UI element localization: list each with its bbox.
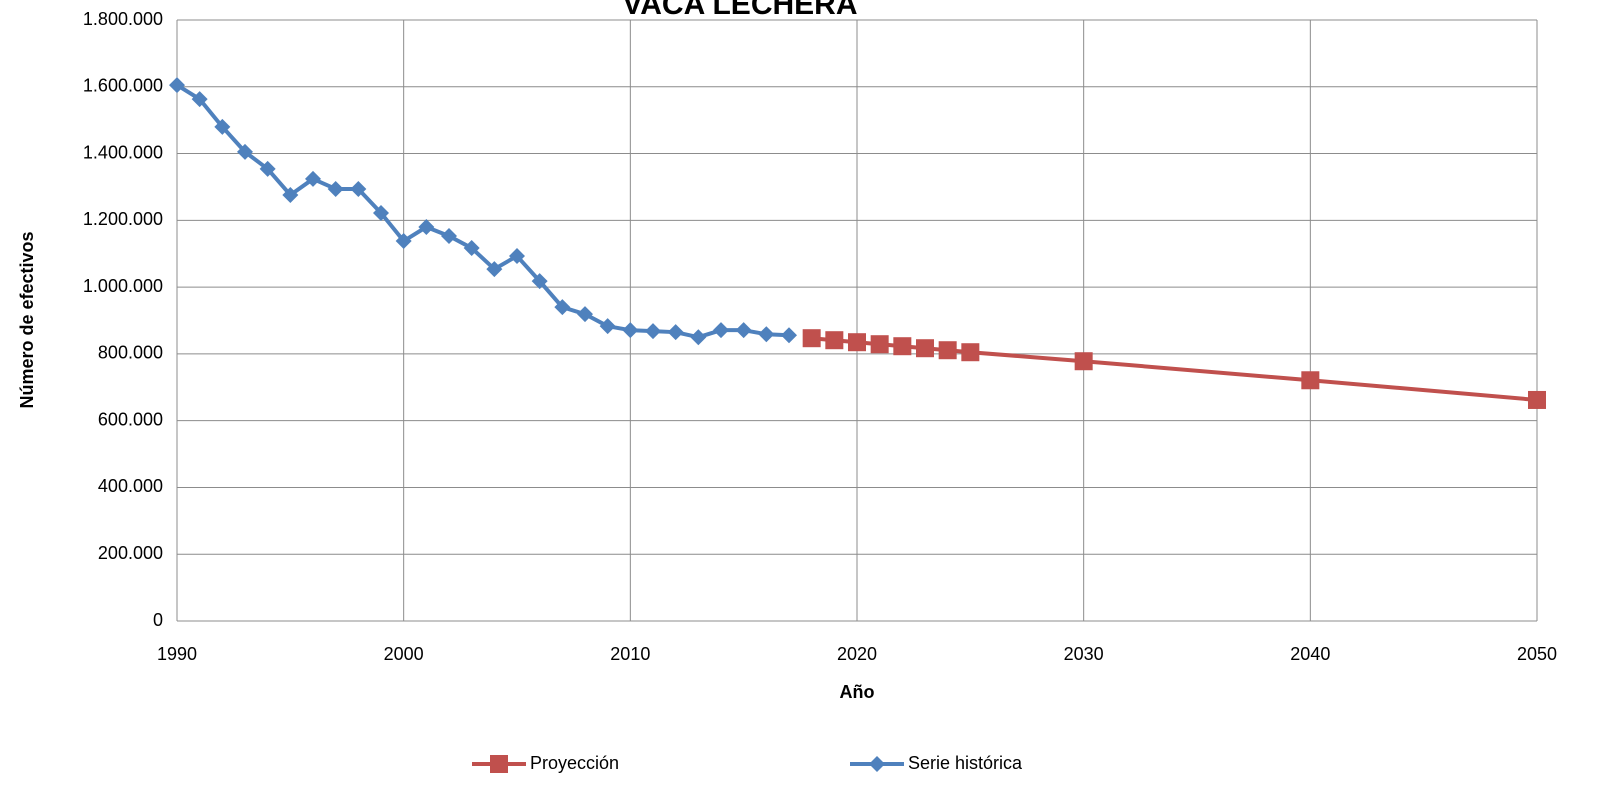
marker	[214, 118, 231, 135]
x-tick-label: 2030	[1064, 644, 1104, 664]
marker	[577, 306, 593, 323]
marker	[463, 240, 480, 257]
x-tick-label: 2000	[384, 644, 424, 664]
marker	[848, 333, 866, 352]
marker	[373, 204, 389, 221]
marker	[509, 248, 525, 265]
legend-marker	[869, 756, 885, 772]
y-tick-label: 1.000.000	[83, 276, 163, 296]
y-tick-label: 800.000	[98, 343, 163, 363]
y-tick-label: 400.000	[98, 476, 163, 496]
x-tick-label: 2040	[1290, 644, 1330, 664]
y-tick-label: 1.800.000	[83, 9, 163, 29]
marker	[645, 323, 661, 340]
chart-title: VACA LECHERA	[622, 0, 857, 21]
x-tick-label: 2050	[1517, 644, 1557, 664]
marker	[554, 299, 571, 316]
x-tick-label: 2020	[837, 644, 877, 664]
marker	[713, 322, 729, 339]
legend-marker	[490, 755, 508, 773]
marker	[259, 160, 276, 177]
marker	[305, 170, 321, 187]
marker	[1301, 371, 1320, 390]
x-tick-label: 1990	[157, 644, 197, 664]
marker	[531, 273, 548, 290]
marker	[418, 219, 435, 236]
marker	[327, 180, 344, 197]
marker	[938, 341, 957, 360]
y-tick-label: 1.400.000	[83, 142, 163, 162]
marker	[191, 91, 208, 108]
marker	[961, 343, 980, 362]
legend-label: Proyección	[530, 753, 619, 773]
y-tick-label: 0	[153, 610, 163, 630]
marker	[441, 228, 457, 245]
marker	[735, 322, 752, 339]
marker	[1528, 390, 1546, 409]
marker	[667, 324, 684, 341]
marker	[758, 326, 775, 343]
y-axis-title: Número de efectivos	[17, 231, 37, 408]
y-tick-label: 1.600.000	[83, 76, 163, 96]
marker	[893, 337, 912, 356]
marker	[690, 329, 707, 346]
marker	[395, 233, 412, 250]
marker	[781, 327, 797, 344]
marker	[169, 77, 185, 94]
x-axis-title: Año	[840, 682, 875, 702]
marker	[237, 143, 253, 160]
marker	[870, 335, 889, 354]
marker	[825, 331, 844, 350]
x-tick-label: 2010	[610, 644, 650, 664]
y-tick-label: 200.000	[98, 543, 163, 563]
y-tick-label: 600.000	[98, 409, 163, 429]
marker	[599, 318, 616, 335]
marker	[916, 339, 934, 358]
marker	[282, 186, 299, 203]
marker	[622, 322, 639, 339]
marker	[350, 180, 367, 197]
legend-label: Serie histórica	[908, 753, 1023, 773]
marker	[802, 329, 821, 348]
series-line	[175, 83, 790, 340]
marker	[1074, 352, 1093, 371]
y-tick-label: 1.200.000	[83, 209, 163, 229]
marker	[486, 261, 503, 278]
